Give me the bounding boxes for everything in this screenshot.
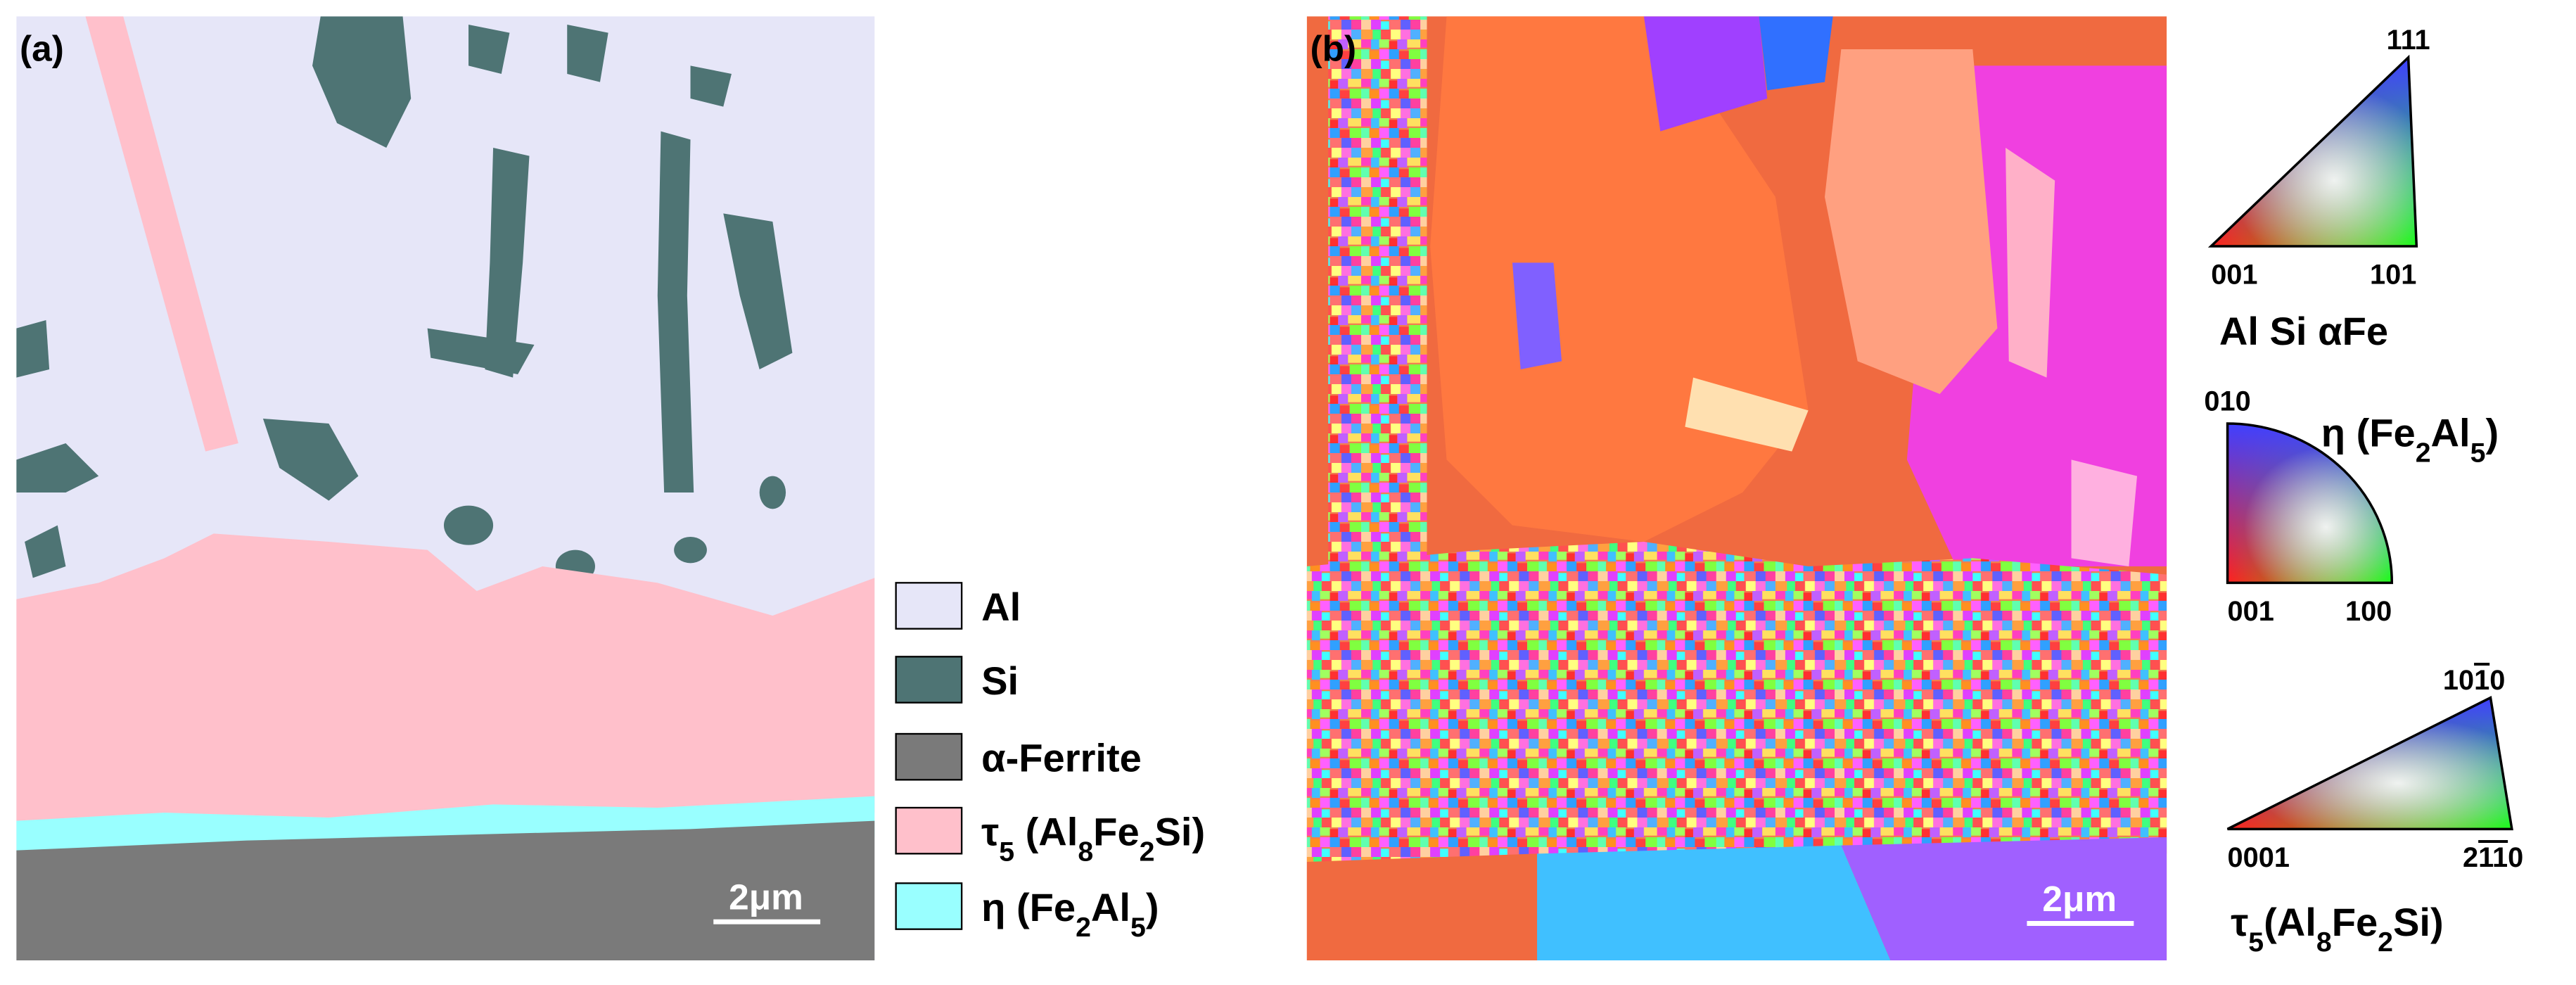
- subscript: 2: [1140, 837, 1155, 868]
- text-part: α-Ferrite: [981, 736, 1142, 780]
- text-part: Si): [2393, 900, 2444, 944]
- text-part: 10: [2443, 665, 2474, 696]
- subscript: 8: [1078, 837, 1093, 868]
- legend-swatch: [895, 656, 963, 704]
- key-corner: 111: [2387, 25, 2430, 56]
- color-key-hexagonal-eta: [2226, 422, 2394, 585]
- subscript: 5: [2470, 438, 2486, 469]
- legend-label: α-Ferrite: [981, 736, 1142, 780]
- text-part: 010: [2204, 386, 2250, 417]
- key-caption: Al Si αFe: [2219, 309, 2388, 353]
- legend-label: Al: [981, 585, 1021, 629]
- text-part: 100: [2345, 596, 2392, 627]
- key-corner: 001: [2228, 596, 2274, 627]
- text-part: 0: [2508, 842, 2523, 873]
- color-key-cubic: [2207, 54, 2418, 248]
- key-corner: 001: [2211, 260, 2257, 291]
- legend-swatch: [895, 582, 963, 630]
- panel-label: (a): [20, 27, 64, 68]
- color-key-tau5: [2226, 696, 2513, 831]
- legend-label: Si: [981, 659, 1019, 703]
- text-part: η (Fe: [981, 885, 1076, 929]
- panel-label: (b): [1311, 27, 1357, 68]
- text-part: η (Fe: [2321, 411, 2416, 455]
- subscript: 2: [2378, 927, 2393, 958]
- key-corner: 0001: [2228, 842, 2290, 873]
- legend-label: τ5 (Al8Fe2Si): [981, 810, 1205, 868]
- key-corner: 101: [2370, 260, 2416, 291]
- text-part: τ: [981, 810, 999, 854]
- text-part: 001: [2228, 596, 2274, 627]
- text-part: 0: [2489, 665, 2505, 696]
- subscript: 2: [1076, 912, 1091, 943]
- text-part: τ: [2231, 900, 2248, 944]
- text-part: 101: [2370, 260, 2416, 291]
- key-corner: 010: [2204, 386, 2250, 417]
- phase-map: [16, 16, 875, 960]
- text-part: Fe: [2332, 900, 2378, 944]
- text-part: 111: [2387, 25, 2430, 56]
- overbar-digit: 1: [2474, 665, 2489, 696]
- legend-swatch: [895, 732, 963, 781]
- text-part: Al: [981, 585, 1021, 629]
- text-part: (Al: [1014, 810, 1078, 854]
- text-part: Fe: [1093, 810, 1139, 854]
- subscript: 8: [2316, 927, 2332, 958]
- legend: Al Si α-Ferrite τ5 (Al8Fe2Si) η (Fe2Al5): [895, 582, 1205, 943]
- scale-bar-label: 2μm: [729, 877, 803, 917]
- text-part: Al Si αFe: [2219, 309, 2388, 353]
- text-part: Si): [1154, 810, 1205, 854]
- text-part: Al: [2431, 411, 2470, 455]
- orientation-map: [1306, 16, 2167, 960]
- overbar-digit: 11: [2478, 842, 2508, 873]
- key-caption: τ5(Al8Fe2Si): [2231, 900, 2443, 958]
- subscript: 5: [1130, 912, 1146, 943]
- scale-bar-label: 2μm: [2042, 878, 2117, 919]
- text-part: (Al: [2264, 900, 2316, 944]
- text-part: ): [2485, 411, 2499, 455]
- text-part: Al: [1091, 885, 1130, 929]
- subscript: 2: [2416, 438, 2431, 469]
- key-corner: 100: [2345, 596, 2392, 627]
- text-part: 2: [2463, 842, 2478, 873]
- legend-swatch: [895, 882, 963, 930]
- key-corner: 2110: [2463, 842, 2523, 873]
- legend-label: η (Fe2Al5): [981, 885, 1159, 943]
- text-part: ): [1146, 885, 1159, 929]
- key-corner: 1010: [2443, 665, 2505, 696]
- text-part: 001: [2211, 260, 2257, 291]
- text-part: 0001: [2228, 842, 2290, 873]
- subscript: 5: [999, 837, 1014, 868]
- subscript: 5: [2248, 927, 2264, 958]
- legend-swatch: [895, 806, 963, 855]
- key-caption: η (Fe2Al5): [2321, 411, 2499, 469]
- text-part: Si: [981, 659, 1019, 703]
